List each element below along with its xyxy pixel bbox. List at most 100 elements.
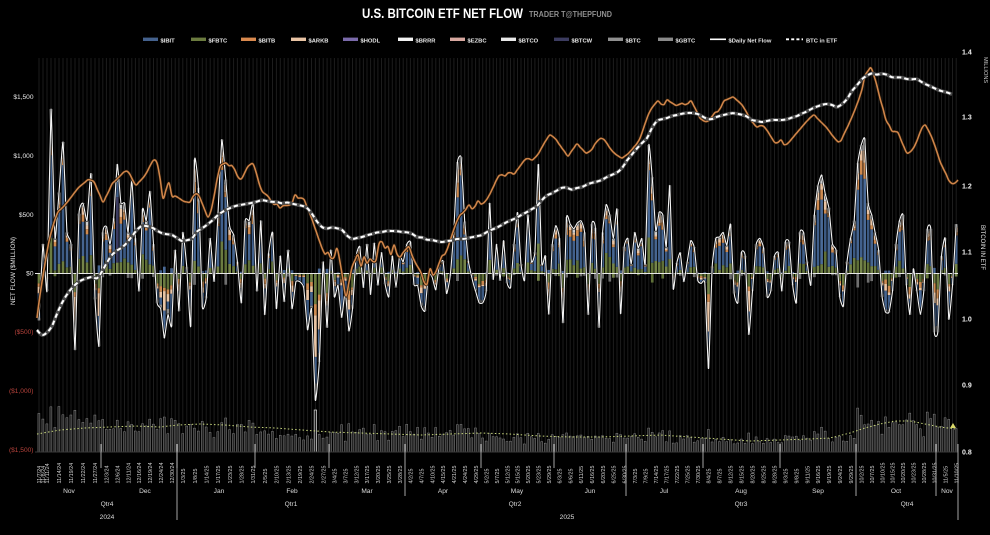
- svg-text:U.S. BITCOIN ETF NET FLOW: U.S. BITCOIN ETF NET FLOW: [362, 6, 523, 21]
- svg-text:$500: $500: [19, 212, 34, 219]
- svg-text:1.4: 1.4: [962, 49, 972, 56]
- svg-text:10/23/25: 10/23/25: [912, 463, 918, 484]
- svg-text:2/13/25: 2/13/25: [286, 466, 292, 484]
- svg-text:5/20/25: 5/20/25: [526, 466, 532, 484]
- svg-text:8/25/25: 8/25/25: [762, 466, 768, 484]
- svg-text:5/23/25: 5/23/25: [537, 466, 543, 484]
- svg-text:12/6/24: 12/6/24: [116, 466, 122, 484]
- svg-text:9/29/25: 9/29/25: [849, 466, 855, 484]
- svg-text:11/19/24: 11/19/24: [69, 463, 75, 484]
- svg-text:10/15/25: 10/15/25: [891, 463, 897, 484]
- svg-text:10/31/25: 10/31/25: [933, 463, 939, 484]
- svg-text:8/20/25: 8/20/25: [751, 466, 757, 484]
- svg-text:$1,000: $1,000: [13, 153, 34, 160]
- svg-text:Qtr3: Qtr3: [735, 501, 748, 508]
- svg-text:3/4/25: 3/4/25: [333, 469, 339, 484]
- svg-text:10/28/25: 10/28/25: [922, 463, 928, 484]
- svg-text:3/28/25: 3/28/25: [398, 466, 404, 484]
- svg-text:7/25/25: 7/25/25: [686, 466, 692, 484]
- svg-text:12/16/24: 12/16/24: [137, 463, 143, 484]
- svg-text:4/15/25: 4/15/25: [441, 466, 447, 484]
- svg-text:8/12/25: 8/12/25: [729, 466, 735, 484]
- svg-text:1/3/25: 1/3/25: [181, 469, 187, 484]
- svg-text:Mar: Mar: [361, 488, 373, 495]
- svg-text:2025: 2025: [560, 514, 575, 521]
- svg-text:5/12/25: 5/12/25: [505, 466, 511, 484]
- svg-text:9/8/25: 9/8/25: [795, 469, 801, 484]
- svg-text:6/30/25: 6/30/25: [622, 466, 628, 484]
- svg-text:3/7/25: 3/7/25: [344, 469, 350, 484]
- svg-text:MILLIONS: MILLIONS: [982, 57, 988, 83]
- svg-text:6/3/25: 6/3/25: [558, 469, 564, 484]
- svg-text:4/24/25: 4/24/25: [463, 466, 469, 484]
- svg-text:11/11/24: 11/11/24: [45, 463, 51, 483]
- svg-text:Qtr4: Qtr4: [901, 501, 914, 508]
- svg-text:1/14/25: 1/14/25: [204, 466, 210, 484]
- svg-text:$ARKB: $ARKB: [309, 38, 329, 44]
- svg-text:Feb: Feb: [286, 488, 298, 495]
- svg-text:3/20/25: 3/20/25: [376, 466, 382, 484]
- svg-text:BITCOIN IN ETF: BITCOIN IN ETF: [979, 225, 985, 270]
- svg-text:($1,500): ($1,500): [9, 447, 34, 454]
- svg-text:9/3/25: 9/3/25: [784, 469, 790, 484]
- svg-text:$BTCO: $BTCO: [519, 38, 539, 44]
- svg-text:3/12/25: 3/12/25: [354, 466, 360, 484]
- svg-text:10/7/25: 10/7/25: [870, 466, 876, 484]
- svg-text:May: May: [511, 488, 524, 495]
- svg-text:Aug: Aug: [735, 488, 747, 495]
- svg-text:2/27/25: 2/27/25: [321, 466, 327, 484]
- svg-text:($500): ($500): [14, 329, 33, 336]
- svg-text:7/22/25: 7/22/25: [675, 466, 681, 484]
- svg-text:($1,000): ($1,000): [9, 388, 34, 395]
- svg-text:4/7/25: 4/7/25: [420, 469, 426, 484]
- svg-text:5/29/25: 5/29/25: [547, 466, 553, 484]
- svg-text:2/19/25: 2/19/25: [298, 466, 304, 484]
- svg-text:12/24/24: 12/24/24: [159, 463, 165, 484]
- svg-text:10/10/25: 10/10/25: [880, 463, 886, 484]
- svg-text:10/2/25: 10/2/25: [859, 466, 865, 484]
- svg-text:11/5/25: 11/5/25: [943, 466, 949, 484]
- svg-text:1/23/25: 1/23/25: [228, 466, 234, 484]
- svg-text:7/3/25: 7/3/25: [633, 469, 639, 484]
- svg-text:10/20/25: 10/20/25: [901, 463, 907, 484]
- svg-text:Nov: Nov: [63, 488, 75, 495]
- svg-text:7/30/25: 7/30/25: [696, 466, 702, 484]
- svg-text:4/2/25: 4/2/25: [409, 469, 415, 484]
- svg-text:Sep: Sep: [812, 488, 824, 495]
- svg-text:Jun: Jun: [585, 488, 596, 495]
- svg-text:NET FLOW ($MILLION): NET FLOW ($MILLION): [10, 237, 17, 305]
- svg-text:$BRRR: $BRRR: [416, 38, 437, 44]
- svg-text:Nov: Nov: [941, 488, 953, 495]
- svg-text:9/19/25: 9/19/25: [827, 466, 833, 484]
- svg-text:6/16/25: 6/16/25: [590, 466, 596, 484]
- svg-text:8/28/25: 8/28/25: [773, 466, 779, 484]
- svg-text:3/25/25: 3/25/25: [387, 466, 393, 484]
- svg-text:$1,500: $1,500: [13, 94, 34, 101]
- svg-text:1.3: 1.3: [962, 114, 972, 121]
- svg-text:$GBTC: $GBTC: [676, 38, 696, 44]
- svg-text:$IBIT: $IBIT: [161, 38, 176, 44]
- svg-text:$FBTC: $FBTC: [209, 38, 228, 44]
- svg-text:6/11/25: 6/11/25: [579, 466, 585, 484]
- svg-text:6/20/25: 6/20/25: [601, 466, 607, 484]
- svg-text:5/7/25: 5/7/25: [495, 469, 501, 484]
- svg-text:Qtr4: Qtr4: [101, 501, 114, 508]
- svg-text:12/19/24: 12/19/24: [148, 463, 154, 484]
- svg-text:Qtr1: Qtr1: [285, 501, 298, 508]
- svg-text:4/10/25: 4/10/25: [430, 466, 436, 484]
- svg-text:$0: $0: [26, 271, 34, 278]
- svg-text:Jul: Jul: [660, 488, 669, 495]
- svg-text:2/10/25: 2/10/25: [275, 466, 281, 484]
- svg-text:1/17/25: 1/17/25: [216, 466, 222, 484]
- svg-text:2/5/25: 2/5/25: [263, 469, 269, 484]
- svg-text:Oct: Oct: [891, 488, 901, 495]
- svg-text:12/3/24: 12/3/24: [105, 466, 111, 484]
- svg-text:6/25/25: 6/25/25: [612, 466, 618, 484]
- svg-text:1/8/25: 1/8/25: [193, 469, 199, 484]
- svg-text:5/2/25: 5/2/25: [484, 469, 490, 484]
- svg-text:0.8: 0.8: [962, 449, 972, 456]
- svg-text:TRADER T@THEPFUND: TRADER T@THEPFUND: [529, 10, 612, 19]
- svg-text:7/17/25: 7/17/25: [665, 466, 671, 484]
- svg-text:1/28/25: 1/28/25: [240, 466, 246, 484]
- svg-text:$BTC: $BTC: [626, 38, 642, 44]
